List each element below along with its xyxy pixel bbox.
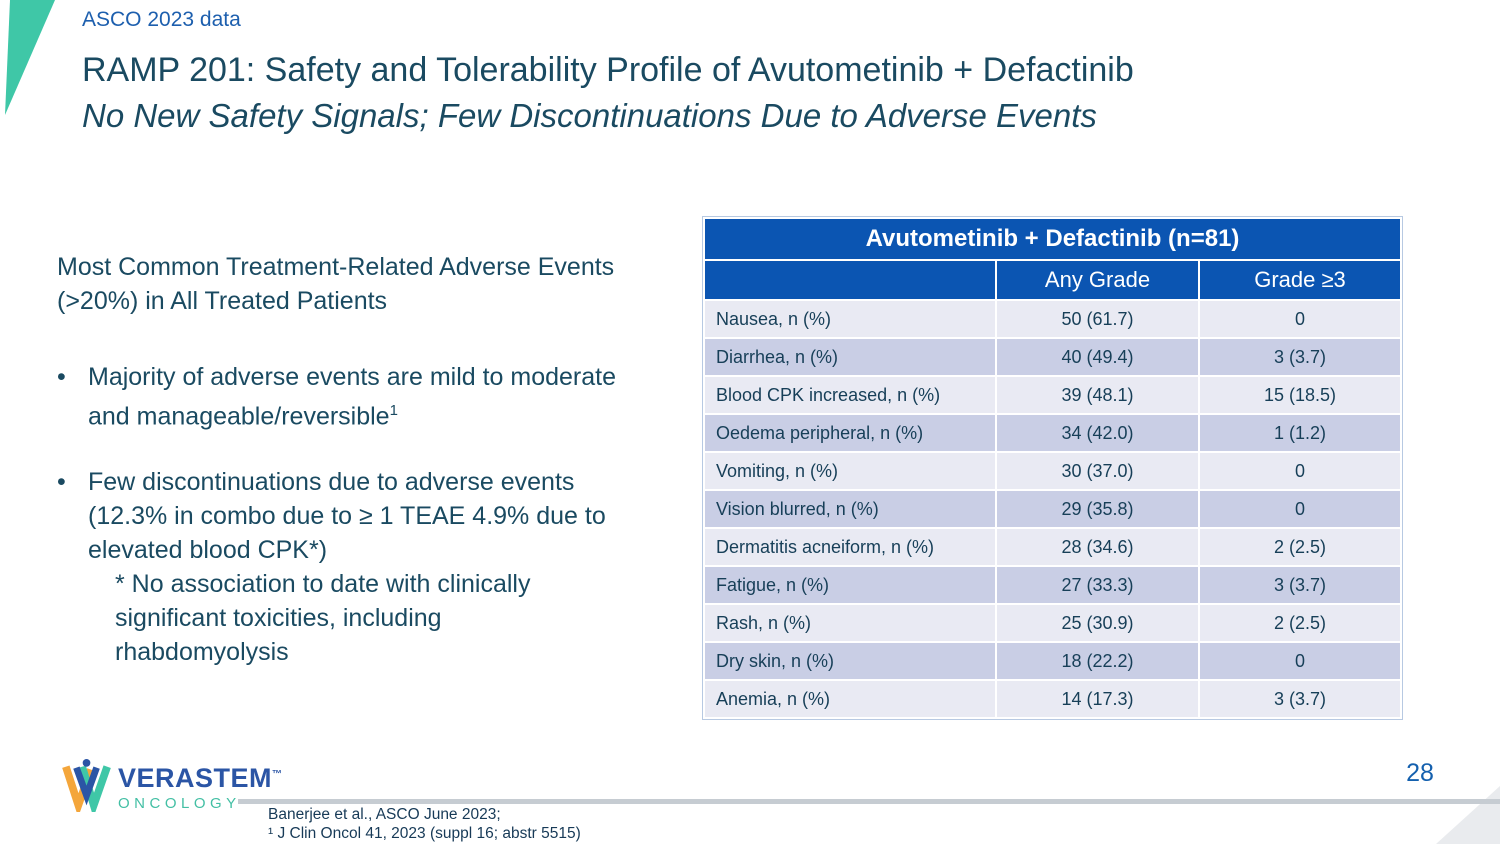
logo-text-oncology: ONCOLOGY: [118, 795, 241, 812]
col-header-grade3: Grade ≥3: [1200, 261, 1400, 299]
reference-superscript: 1: [389, 402, 398, 419]
verastem-logo: VERASTEM™ ONCOLOGY: [62, 756, 283, 814]
bullet-item: • Majority of adverse events are mild to…: [57, 360, 677, 433]
grade3-value: 3 (3.7): [1200, 681, 1400, 717]
table-row: Rash, n (%) 25 (30.9) 2 (2.5): [705, 605, 1400, 641]
grade3-value: 2 (2.5): [1200, 605, 1400, 641]
table-row: Oedema peripheral, n (%) 34 (42.0) 1 (1.2): [705, 415, 1400, 451]
table-title: Avutometinib + Defactinib (n=81): [705, 219, 1400, 259]
ae-label: Vision blurred, n (%): [705, 491, 995, 527]
grade3-value: 3 (3.7): [1200, 339, 1400, 375]
any-grade-value: 34 (42.0): [997, 415, 1198, 451]
citation-line-2: ¹ J Clin Oncol 41, 2023 (suppl 16; abstr…: [268, 825, 581, 842]
any-grade-value: 18 (22.2): [997, 643, 1198, 679]
ae-label: Rash, n (%): [705, 605, 995, 641]
bullet-list: • Majority of adverse events are mild to…: [57, 360, 677, 669]
table-row: Nausea, n (%) 50 (61.7) 0: [705, 301, 1400, 337]
grade3-value: 2 (2.5): [1200, 529, 1400, 565]
any-grade-value: 25 (30.9): [997, 605, 1198, 641]
ae-label: Nausea, n (%): [705, 301, 995, 337]
adverse-events-table: Avutometinib + Defactinib (n=81) Any Gra…: [702, 216, 1403, 720]
table-row: Vision blurred, n (%) 29 (35.8) 0: [705, 491, 1400, 527]
grade3-value: 0: [1200, 491, 1400, 527]
table-row: Dry skin, n (%) 18 (22.2) 0: [705, 643, 1400, 679]
ae-label: Fatigue, n (%): [705, 567, 995, 603]
ae-label: Dermatitis acneiform, n (%): [705, 529, 995, 565]
any-grade-value: 27 (33.3): [997, 567, 1198, 603]
slide-subtitle: No New Safety Signals; Few Discontinuati…: [82, 97, 1097, 134]
bullet-text: Few discontinuations due to adverse even…: [88, 468, 606, 565]
ae-label: Dry skin, n (%): [705, 643, 995, 679]
slide-title: RAMP 201: Safety and Tolerability Profil…: [82, 51, 1134, 89]
bullet-dot: •: [57, 363, 66, 391]
table-row: Vomiting, n (%) 30 (37.0) 0: [705, 453, 1400, 489]
table-row: Blood CPK increased, n (%) 39 (48.1) 15 (1…: [705, 377, 1400, 413]
ae-label: Anemia, n (%): [705, 681, 995, 717]
grade3-value: 0: [1200, 453, 1400, 489]
bullet-text: Majority of adverse events are mild to m…: [88, 363, 617, 431]
citation-line-1: Banerjee et al., ASCO June 2023;: [268, 806, 501, 823]
ae-label: Vomiting, n (%): [705, 453, 995, 489]
logo-wordmark: VERASTEM™ ONCOLOGY: [118, 756, 283, 814]
grade3-value: 0: [1200, 301, 1400, 337]
col-header-any-grade: Any Grade: [997, 261, 1198, 299]
verastem-logo-icon: [62, 759, 111, 812]
bullet-item: • Few discontinuations due to adverse ev…: [57, 465, 677, 669]
any-grade-value: 29 (35.8): [997, 491, 1198, 527]
any-grade-value: 50 (61.7): [997, 301, 1198, 337]
col-header-empty: [705, 261, 995, 299]
any-grade-value: 40 (49.4): [997, 339, 1198, 375]
any-grade-value: 28 (34.6): [997, 529, 1198, 565]
ae-label: Diarrhea, n (%): [705, 339, 995, 375]
gray-corner-accent-icon: [1436, 786, 1500, 844]
citation-block: Banerjee et al., ASCO June 2023; ¹ J Cli…: [268, 805, 581, 843]
table-row: Anemia, n (%) 14 (17.3) 3 (3.7): [705, 681, 1400, 717]
grade3-value: 15 (18.5): [1200, 377, 1400, 413]
any-grade-value: 39 (48.1): [997, 377, 1198, 413]
table-row: Dermatitis acneiform, n (%) 28 (34.6) 2 (2…: [705, 529, 1400, 565]
ae-label: Blood CPK increased, n (%): [705, 377, 995, 413]
ae-label: Oedema peripheral, n (%): [705, 415, 995, 451]
any-grade-value: 14 (17.3): [997, 681, 1198, 717]
grade3-value: 3 (3.7): [1200, 567, 1400, 603]
left-text-panel: Most Common Treatment-Related Adverse Ev…: [57, 250, 677, 669]
footer-divider-rule: [238, 799, 1500, 804]
teal-corner-accent-icon: [5, 0, 55, 115]
body-heading: Most Common Treatment-Related Adverse Ev…: [57, 253, 615, 315]
bullet-dot: •: [57, 468, 66, 497]
grade3-value: 0: [1200, 643, 1400, 679]
logo-text-verastem: VERASTEM: [118, 763, 273, 793]
table-row: Diarrhea, n (%) 40 (49.4) 3 (3.7): [705, 339, 1400, 375]
table-row: Fatigue, n (%) 27 (33.3) 3 (3.7): [705, 567, 1400, 603]
page-number: 28: [1406, 759, 1434, 787]
any-grade-value: 30 (37.0): [997, 453, 1198, 489]
asterisk-footnote: * No association to date with clinically…: [115, 570, 531, 667]
eyebrow-label: ASCO 2023 data: [82, 8, 241, 31]
trademark-symbol: ™: [272, 769, 283, 780]
grade3-value: 1 (1.2): [1200, 415, 1400, 451]
ae-table-body: Nausea, n (%) 50 (61.7) 0 Diarrhea, n (%) 40…: [705, 301, 1400, 717]
